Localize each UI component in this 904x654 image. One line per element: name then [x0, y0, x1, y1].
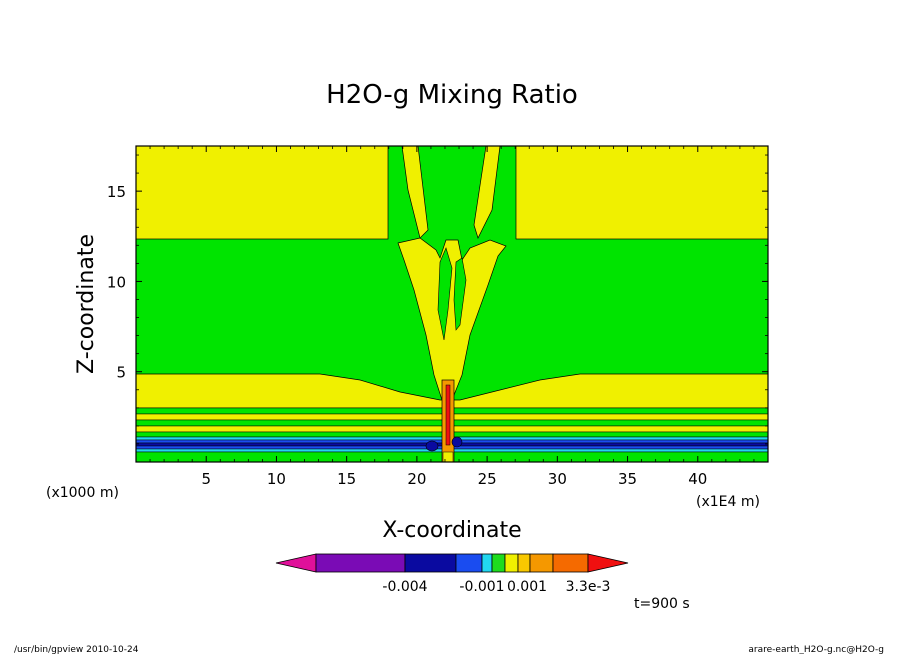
plume-body [397, 237, 507, 401]
contour-plot [136, 146, 768, 462]
colorbar-label: 0.001 [507, 579, 547, 595]
x-tick-label: 40 [688, 470, 707, 488]
x-axis-ticks: 5 10 15 20 25 30 35 40 [149, 146, 755, 488]
x-unit-right: (x1E4 m) [696, 494, 760, 510]
vortex-left [425, 440, 439, 452]
colorbar-segment [404, 553, 457, 573]
column-yellow-base [442, 451, 454, 462]
colorbar-segment [504, 553, 519, 573]
column-red [445, 384, 451, 446]
x-unit-left: (x1000 m) [46, 485, 119, 501]
vortex-right [451, 436, 463, 448]
field-upper-right-yellow [515, 146, 768, 240]
plume-inner-green-2 [453, 257, 467, 331]
x-tick-label: 25 [478, 470, 497, 488]
time-label: t=900 s [634, 596, 690, 612]
colorbar-segment [315, 553, 406, 573]
colorbar [275, 553, 629, 573]
colorbar-segment [552, 553, 589, 573]
colorbar-segment [481, 553, 493, 573]
colorbar-segment [517, 553, 531, 573]
y-tick-label: 15 [107, 183, 126, 201]
x-tick-label: 5 [201, 470, 211, 488]
plume-right-streak [473, 146, 501, 239]
colorbar-segment [529, 553, 554, 573]
field-upper-left-yellow [136, 146, 389, 240]
colorbar-label: -0.004 [382, 579, 427, 595]
colorbar-left-triangle [275, 553, 317, 573]
chart-title: H2O-g Mixing Ratio [326, 80, 578, 110]
colorbar-labels: -0.004 -0.001 0.001 3.3e-3 [382, 579, 610, 595]
x-axis-label: X-coordinate [382, 518, 521, 543]
colorbar-label: -0.001 [459, 579, 504, 595]
x-tick-label: 35 [618, 470, 637, 488]
plume-left-streak [401, 146, 429, 239]
y-tick-label: 10 [107, 273, 126, 291]
plume-inner-green [437, 247, 453, 341]
plot-frame [135, 145, 769, 463]
y-axis-ticks: 5 10 15 [107, 154, 768, 445]
colorbar-label: 3.3e-3 [566, 579, 611, 595]
x-tick-label: 15 [337, 470, 356, 488]
x-tick-label: 30 [548, 470, 567, 488]
colorbar-right-triangle [587, 553, 629, 573]
y-axis-label: Z-coordinate [74, 234, 99, 374]
lower-yellow-layer [136, 373, 768, 409]
footer-left: /usr/bin/gpview 2010-10-24 [14, 645, 139, 654]
x-tick-label: 10 [267, 470, 286, 488]
x-tick-label: 20 [407, 470, 426, 488]
footer-right: arare-earth_H2O-g.nc@H2O-g [748, 645, 884, 654]
colorbar-segment [491, 553, 506, 573]
y-tick-label: 5 [116, 364, 126, 382]
colorbar-segment [455, 553, 483, 573]
